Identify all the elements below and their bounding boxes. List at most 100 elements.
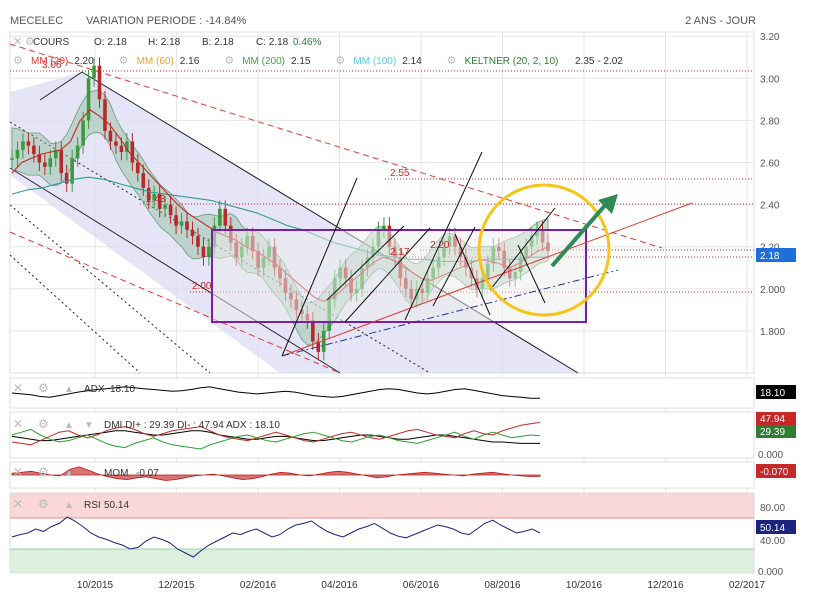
mom-close-icon[interactable]: ✕ xyxy=(13,465,23,479)
indicator-gear-icon[interactable]: ⚙ xyxy=(447,55,457,67)
indicator-gear-icon[interactable]: ⚙ xyxy=(224,55,234,67)
y-tick-label: 2.80 xyxy=(760,116,780,127)
adx-badge xyxy=(756,385,796,399)
candle-body xyxy=(174,215,178,226)
candle-body xyxy=(152,194,157,201)
rsi-tick-0: 0.000 xyxy=(758,567,783,578)
candle-body xyxy=(125,141,129,152)
y-tick-label: 3.20 xyxy=(760,32,780,43)
adx-gear-icon[interactable]: ⚙ xyxy=(38,381,49,395)
adx-value: 18.10 xyxy=(110,384,135,395)
rsi-value: 50.14 xyxy=(104,500,129,511)
candle-body xyxy=(108,130,113,142)
candle-body xyxy=(103,99,107,131)
candle-body xyxy=(141,173,146,188)
dmi-zero-tick: 0.000 xyxy=(758,450,783,461)
mom-label: MOM xyxy=(104,468,128,479)
mom-badge xyxy=(756,464,796,478)
rsi-line xyxy=(11,516,541,558)
mom-value: -0.07 xyxy=(136,468,159,479)
rsi-close-icon[interactable]: ✕ xyxy=(13,497,23,511)
mom-up-icon[interactable]: ▲ xyxy=(64,468,74,479)
channel-lower-line xyxy=(9,167,341,374)
candle-body xyxy=(43,162,47,167)
candle-body xyxy=(135,162,140,174)
dmi-down-icon[interactable]: ▼ xyxy=(84,420,94,431)
quote-label: COURS xyxy=(33,37,69,48)
candle-body xyxy=(382,225,386,230)
adx-line xyxy=(11,386,540,399)
x-tick-label: 04/2016 xyxy=(321,580,358,591)
rsi-up-icon[interactable]: ▲ xyxy=(64,500,74,511)
candle-body xyxy=(70,158,74,184)
x-tick-label: 02/2016 xyxy=(240,580,277,591)
candle-body xyxy=(48,158,53,167)
rsi-tick-40: 40.00 xyxy=(760,536,785,547)
candle-body xyxy=(311,320,315,342)
indicator-value: 2.14 xyxy=(402,56,422,67)
rsi-badge xyxy=(756,520,796,534)
annotation-2.55: 2.55 xyxy=(390,168,410,179)
y-tick-label: 3.00 xyxy=(760,74,780,85)
mom-gear-icon[interactable]: ⚙ xyxy=(38,465,49,479)
gear-icon[interactable]: ⚙ xyxy=(25,36,35,48)
close-icon[interactable]: ✕ xyxy=(13,36,22,48)
rsi-oversold-zone xyxy=(10,549,754,573)
dmi-plus-badge-text: 29.39 xyxy=(760,427,785,438)
channel-upper-line xyxy=(39,71,83,101)
indicator-gear-icon[interactable]: ⚙ xyxy=(13,55,23,67)
dmi-gear-icon[interactable]: ⚙ xyxy=(38,417,49,431)
candle-body xyxy=(10,158,14,160)
rsi-tick-80: 80.00 xyxy=(760,503,785,514)
candle-body xyxy=(196,236,200,247)
indicator-label: KELTNER (20, 2, 10) xyxy=(465,56,559,67)
candle-body xyxy=(15,149,20,159)
dmi-close-icon[interactable]: ✕ xyxy=(13,417,23,431)
symbol-title: MECELEC xyxy=(10,15,63,27)
dmi-panel xyxy=(9,411,755,459)
x-tick-label: 12/2016 xyxy=(647,580,684,591)
indicator-label: MM (100) xyxy=(353,56,396,67)
x-tick-label: 02/2017 xyxy=(729,580,766,591)
mom-area xyxy=(11,466,541,481)
dmi-up-icon[interactable]: ▲ xyxy=(64,420,74,431)
x-tick-label: 08/2016 xyxy=(484,580,521,591)
candle-body xyxy=(190,229,195,237)
adx-close-icon[interactable]: ✕ xyxy=(13,381,23,395)
resistance-dashed-line xyxy=(9,43,663,249)
fan-lines xyxy=(281,151,556,357)
candle-body xyxy=(146,187,151,201)
indicator-legend: ⚙ MM (20) 2.20 ⚙ MM (60) 2.16 ⚙ MM (200) 2.15 ⚙ MM… xyxy=(13,55,623,67)
y-tick-label: 1.800 xyxy=(760,327,785,338)
channel-mid-dotted-1 xyxy=(9,121,431,374)
candle-body xyxy=(64,173,69,184)
candle-body xyxy=(185,221,189,230)
candle-body xyxy=(168,204,173,216)
candle-body xyxy=(207,246,211,258)
mom-badge-text: -0.070 xyxy=(760,467,789,478)
x-tick-label: 10/2015 xyxy=(77,580,114,591)
dmi-minus-line xyxy=(11,421,541,446)
indicator-gear-icon[interactable]: ⚙ xyxy=(119,55,129,67)
dmi-minus-badge-text: 47.94 xyxy=(760,414,785,425)
quote-high: H: 2.18 xyxy=(148,37,181,48)
candle-body xyxy=(92,65,96,79)
candle-body xyxy=(86,78,91,121)
rsi-gear-icon[interactable]: ⚙ xyxy=(38,497,49,511)
candle-body xyxy=(114,141,118,146)
bullish-arrow-head xyxy=(598,194,618,214)
y-tick-label: 2.000 xyxy=(760,285,785,296)
candle-body xyxy=(119,145,124,152)
candle-body xyxy=(97,65,102,100)
quote-close: C: 2.18 xyxy=(256,37,289,48)
indicator-gear-icon[interactable]: ⚙ xyxy=(335,55,345,67)
x-tick-label: 10/2016 xyxy=(566,580,603,591)
consolidation-box xyxy=(211,229,587,323)
dmi-label: DMI DI+ : 29.39 DI- : 47.94 ADX : 18.10 xyxy=(104,420,280,431)
adx-up-icon[interactable]: ▲ xyxy=(64,384,74,395)
rsi-label: RSI xyxy=(84,500,101,511)
variation-label: VARIATION PERIODE : -14.84% xyxy=(86,15,247,27)
channel-outer-dotted xyxy=(9,254,141,374)
candle-body xyxy=(201,246,206,258)
quote-open: O: 2.18 xyxy=(94,37,127,48)
